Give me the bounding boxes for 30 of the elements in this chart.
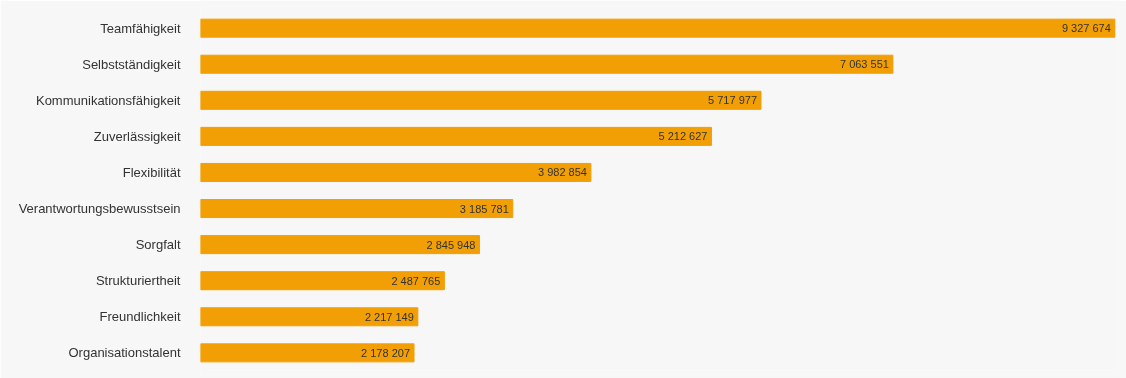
y-tick-label: Strukturiertheit [95, 273, 181, 289]
data-label: 2 178 207 [361, 346, 411, 359]
bar [200, 18, 1116, 38]
data-label: 7 063 551 [839, 58, 889, 71]
y-tick-label: Zuverlässigkeit [93, 128, 181, 144]
data-label: 2 217 149 [364, 310, 414, 323]
data-label: 3 982 854 [537, 166, 587, 179]
bar [200, 162, 592, 182]
y-tick-label: Kommunikationsfähigkeit [35, 92, 181, 108]
bar [200, 307, 419, 327]
y-tick-label: Selbstständigkeit [82, 56, 181, 72]
bar [200, 54, 894, 74]
y-tick-label: Teamfähigkeit [100, 20, 181, 36]
data-label: 5 212 627 [658, 130, 708, 143]
bar [200, 235, 480, 255]
y-tick-label: Flexibilität [122, 164, 181, 180]
y-tick-label: Freundlichkeit [99, 309, 181, 325]
data-label: 2 845 948 [426, 238, 476, 251]
data-label: 5 717 977 [708, 94, 757, 107]
bar [200, 343, 415, 363]
bar [200, 126, 712, 146]
y-tick-label: Organisationstalent [68, 345, 181, 361]
data-label: 9 327 674 [1061, 22, 1111, 35]
bar [200, 90, 762, 110]
data-label: 2 487 765 [391, 274, 441, 287]
y-tick-label: Verantwortungsbewusstsein [18, 201, 181, 217]
data-label: 3 185 781 [459, 202, 509, 215]
y-tick-label: Sorgfalt [135, 237, 181, 253]
bar [200, 199, 514, 219]
bar [200, 271, 445, 291]
